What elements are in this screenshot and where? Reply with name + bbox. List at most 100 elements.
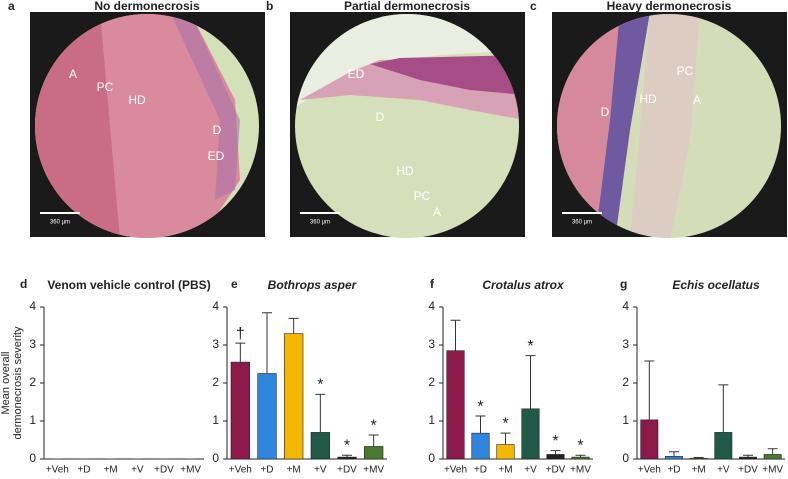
x-tick-label: +DV bbox=[337, 465, 357, 476]
y-tick-label: 1 bbox=[428, 413, 435, 427]
bar bbox=[689, 457, 708, 460]
panel-letter: b bbox=[266, 0, 273, 13]
error-bar bbox=[368, 434, 379, 447]
y-tick-label: 0 bbox=[212, 451, 219, 465]
significance-marker: * bbox=[317, 377, 323, 394]
error-bar bbox=[575, 454, 586, 458]
bar bbox=[739, 456, 757, 460]
error-bar bbox=[235, 342, 246, 363]
tissue-label: ED bbox=[208, 149, 225, 163]
scale-label: 360 µm bbox=[50, 220, 70, 226]
y-tick-label: 4 bbox=[622, 299, 629, 313]
panel-letter: c bbox=[530, 0, 537, 13]
x-tick-label: +Veh bbox=[229, 465, 252, 476]
x-tick-label: +D bbox=[474, 465, 487, 476]
error-bar bbox=[669, 451, 679, 457]
bar bbox=[257, 373, 277, 460]
x-tick-label: +MV bbox=[363, 465, 384, 476]
panel-letter: d bbox=[20, 277, 27, 291]
bar bbox=[546, 454, 565, 460]
x-tick-label: +MV bbox=[180, 465, 201, 476]
y-axis-label: Mean overall bbox=[0, 352, 12, 415]
bar bbox=[571, 456, 590, 460]
x-tick-label: +V bbox=[314, 465, 327, 476]
bar bbox=[230, 361, 250, 460]
x-tick-label: +DV bbox=[546, 465, 566, 476]
tissue-label: D bbox=[601, 105, 610, 119]
significance-marker: * bbox=[527, 338, 533, 355]
error-bar bbox=[500, 432, 511, 445]
y-tick-label: 2 bbox=[428, 375, 435, 389]
image-title: Partial dermonecrosis bbox=[344, 0, 470, 13]
x-tick-label: +M bbox=[104, 465, 118, 476]
significance-marker: * bbox=[502, 415, 508, 432]
tissue-label: D bbox=[213, 123, 222, 137]
bar bbox=[364, 446, 384, 460]
y-tick-label: 3 bbox=[29, 337, 36, 351]
bar bbox=[337, 456, 357, 460]
error-bar bbox=[288, 317, 299, 334]
image-title: Heavy dermonecrosis bbox=[607, 0, 732, 13]
error-bar bbox=[262, 312, 272, 374]
chart-title: Venom vehicle control (PBS) bbox=[47, 278, 210, 292]
chart-title: Crotalus atrox bbox=[482, 278, 565, 292]
x-tick-label: +D bbox=[667, 465, 680, 476]
chart-title: Bothrops asper bbox=[268, 278, 358, 292]
x-tick-label: +Veh bbox=[638, 465, 661, 476]
y-tick-label: 0 bbox=[29, 451, 36, 465]
x-tick-label: +M bbox=[498, 465, 512, 476]
bar bbox=[521, 408, 540, 460]
tissue-label: ED bbox=[348, 67, 365, 81]
x-tick-label: +MV bbox=[570, 465, 591, 476]
scale-label: 360 µm bbox=[310, 220, 330, 226]
error-bar bbox=[450, 319, 461, 351]
significance-marker: * bbox=[552, 433, 558, 450]
x-tick-label: +M bbox=[692, 465, 706, 476]
significance-marker: * bbox=[577, 437, 583, 454]
error-bar bbox=[550, 450, 561, 455]
error-bar bbox=[342, 454, 352, 458]
error-bar bbox=[693, 456, 704, 459]
x-tick-label: +D bbox=[260, 465, 273, 476]
error-bar bbox=[315, 393, 326, 433]
y-tick-label: 1 bbox=[29, 413, 36, 427]
chart-title: Echis ocellatus bbox=[672, 278, 760, 292]
y-tick-label: 4 bbox=[29, 299, 36, 313]
tissue-label: HD bbox=[396, 164, 414, 178]
bar bbox=[471, 432, 490, 460]
x-tick-label: +MV bbox=[762, 465, 783, 476]
tissue-label: PC bbox=[677, 64, 694, 78]
error-bar bbox=[767, 448, 778, 455]
bar bbox=[310, 432, 330, 460]
y-tick-label: 1 bbox=[622, 413, 629, 427]
x-tick-label: +D bbox=[77, 465, 90, 476]
error-bar bbox=[475, 415, 486, 434]
y-tick-label: 0 bbox=[428, 451, 435, 465]
y-tick-label: 0 bbox=[622, 451, 629, 465]
y-tick-label: 3 bbox=[622, 337, 629, 351]
image-a bbox=[30, 12, 265, 238]
y-tick-label: 3 bbox=[212, 337, 219, 351]
bar bbox=[665, 456, 683, 460]
bar bbox=[446, 350, 465, 460]
y-tick-label: 2 bbox=[212, 375, 219, 389]
y-tick-label: 1 bbox=[212, 413, 219, 427]
y-tick-label: 4 bbox=[212, 299, 219, 313]
scale-label: 360 µm bbox=[572, 220, 592, 226]
image-title: No dermonecrosis bbox=[94, 0, 200, 13]
image-b bbox=[290, 12, 525, 238]
x-tick-label: +V bbox=[524, 465, 537, 476]
bar bbox=[714, 432, 733, 460]
panel-letter: f bbox=[430, 277, 435, 291]
tissue-label: HD bbox=[639, 92, 657, 106]
bar bbox=[763, 454, 782, 460]
significance-marker: † bbox=[236, 325, 245, 342]
y-tick-label: 3 bbox=[428, 337, 435, 351]
error-bar bbox=[644, 360, 655, 420]
tissue-label: A bbox=[69, 67, 77, 81]
tissue-label: A bbox=[693, 93, 701, 107]
tissue-label: A bbox=[433, 205, 441, 219]
panel-letter: g bbox=[620, 277, 627, 291]
tissue-label: PC bbox=[97, 80, 114, 94]
